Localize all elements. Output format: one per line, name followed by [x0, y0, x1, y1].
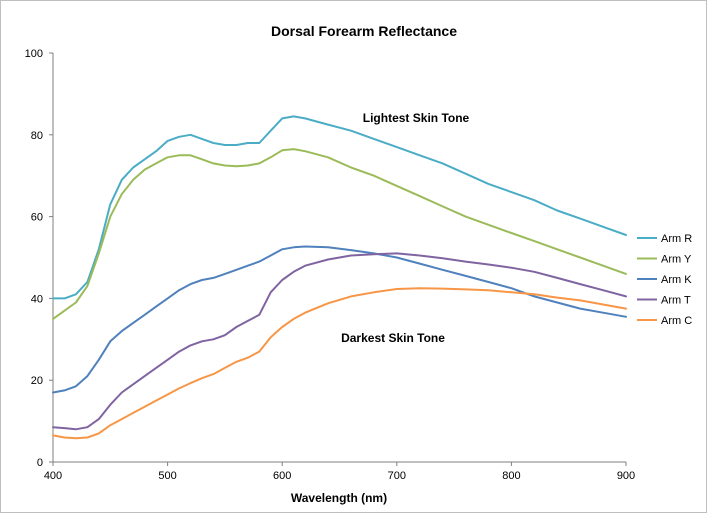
y-tick-label: 60	[31, 212, 43, 224]
annotation-darkest: Darkest Skin Tone	[341, 331, 445, 345]
chart-title: Dorsal Forearm Reflectance	[271, 23, 457, 39]
series-line-arm-r	[52, 115, 627, 300]
series-line-arm-y	[52, 148, 627, 320]
legend-label-arm-k: Arm K	[661, 274, 692, 286]
y-tick-label: 40	[31, 293, 43, 305]
series-layer	[52, 115, 627, 440]
legend-label-arm-t: Arm T	[661, 295, 691, 307]
x-tick-label: 600	[273, 470, 291, 482]
legend-label-arm-y: Arm Y	[661, 254, 692, 266]
y-tick-label: 100	[25, 48, 43, 60]
y-tick-label: 80	[31, 130, 43, 142]
x-axis-title: Wavelength (nm)	[291, 491, 387, 505]
x-tick-label: 400	[44, 470, 62, 482]
x-tick-label: 900	[617, 470, 635, 482]
x-tick-label: 500	[158, 470, 176, 482]
axes: 0 20 40 60 80 100 400 500 600 700 800 900	[25, 48, 636, 482]
series-line-arm-c	[52, 287, 627, 440]
series-line-arm-t	[52, 252, 627, 431]
y-tick-label: 0	[37, 457, 43, 469]
y-tick-label: 20	[31, 375, 43, 387]
legend: Arm R Arm Y Arm K Arm T Arm C	[637, 233, 692, 327]
x-tick-label: 700	[388, 470, 406, 482]
series-line-arm-k	[52, 245, 627, 394]
annotation-lightest: Lightest Skin Tone	[363, 111, 470, 125]
legend-label-arm-r: Arm R	[661, 233, 692, 245]
x-tick-label: 800	[502, 470, 520, 482]
legend-label-arm-c: Arm C	[661, 315, 692, 327]
